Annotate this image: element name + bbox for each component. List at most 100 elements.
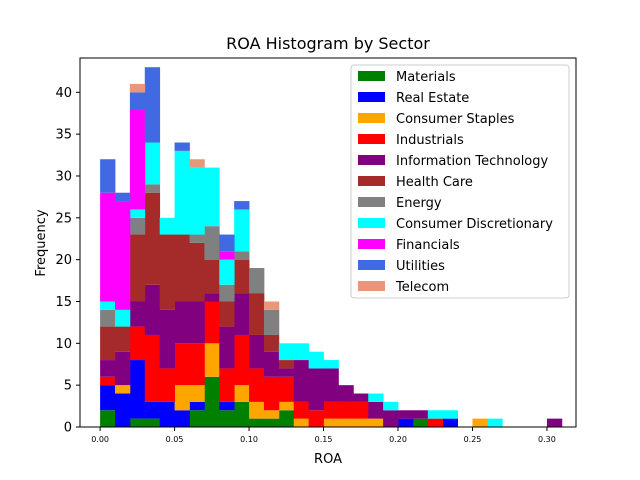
bar-telecom-bin-2 [129, 83, 146, 93]
bar-industrials-bin-13 [293, 401, 310, 419]
bar-health-care-bin-2 [129, 234, 146, 302]
bar-information-technology-bin-15 [323, 368, 339, 402]
bar-consumer-discretionary-bin-0 [100, 301, 116, 310]
y-tick-label: 20 [55, 253, 72, 268]
bar-industrials-bin-17 [353, 401, 369, 419]
legend-label-utilities: Utilities [396, 259, 445, 274]
bar-industrials-bin-9 [234, 334, 250, 386]
y-tick-label: 40 [55, 86, 72, 101]
bar-industrials-bin-14 [308, 410, 324, 427]
bar-industrials-bin-6 [189, 343, 205, 386]
bar-utilities-bin-2 [129, 92, 146, 110]
bar-industrials-bin-4 [159, 368, 175, 402]
bar-energy-bin-11 [263, 309, 280, 335]
bar-health-care-bin-12 [278, 360, 295, 369]
legend-label-telecom: Telecom [395, 280, 449, 295]
bar-consumer-discretionary-bin-4 [159, 217, 175, 235]
y-axis-label: Frequency [34, 209, 49, 276]
bar-materials-bin-0 [100, 410, 116, 427]
bar-consumer-discretionary-bin-5 [174, 150, 190, 235]
bar-energy-bin-0 [100, 309, 116, 327]
legend-swatch-energy [358, 197, 385, 207]
legend-label-consumer-staples: Consumer Staples [396, 112, 515, 127]
bar-health-care-bin-10 [249, 293, 265, 335]
y-tick-label: 10 [55, 337, 72, 352]
bar-consumer-discretionary-bin-7 [204, 167, 220, 227]
legend-swatch-information-technology [358, 155, 385, 165]
bar-information-technology-bin-20 [398, 410, 414, 419]
bar-consumer-discretionary-bin-8 [219, 259, 235, 285]
bar-materials-bin-12 [278, 410, 295, 427]
bar-information-technology-bin-17 [353, 393, 369, 402]
bar-materials-bin-9 [234, 401, 250, 427]
bar-industrials-bin-2 [129, 326, 146, 361]
bar-consumer-staples-bin-7 [204, 343, 220, 377]
bar-health-care-bin-9 [234, 259, 250, 294]
bar-consumer-discretionary-bin-6 [189, 167, 205, 235]
legend-label-industrials: Industrials [396, 133, 464, 148]
bar-consumer-staples-bin-13 [293, 418, 310, 427]
bar-information-technology-bin-14 [308, 368, 324, 411]
bar-real-estate-bin-23 [442, 418, 458, 427]
bar-consumer-staples-bin-25 [472, 418, 488, 427]
bar-utilities-bin-5 [174, 142, 190, 151]
bar-consumer-discretionary-bin-18 [368, 393, 384, 402]
bar-energy-bin-6 [189, 234, 205, 243]
bar-materials-bin-11 [263, 418, 280, 427]
bar-information-technology-bin-4 [159, 309, 175, 369]
x-tick-label: 0.10 [240, 435, 258, 444]
x-tick-label: 0.30 [538, 435, 556, 444]
bar-consumer-discretionary-bin-9 [234, 209, 250, 252]
legend-box [350, 64, 570, 299]
legend-swatch-industrials [358, 134, 385, 144]
chart-title: ROA Histogram by Sector [226, 34, 430, 53]
bar-health-care-bin-4 [159, 234, 175, 310]
bar-information-technology-bin-7 [204, 293, 220, 302]
legend-label-financials: Financials [396, 238, 460, 253]
plot-frame [79, 57, 577, 428]
y-tick-label: 35 [55, 128, 72, 143]
bar-information-technology-bin-18 [368, 401, 384, 419]
bar-telecom-bin-11 [263, 301, 280, 310]
bar-information-technology-bin-6 [189, 301, 205, 344]
bar-consumer-discretionary-bin-19 [383, 401, 399, 411]
bar-health-care-bin-6 [189, 242, 205, 302]
bar-materials-bin-8 [219, 410, 235, 427]
bar-information-technology-bin-16 [338, 385, 354, 402]
bar-energy-bin-8 [219, 284, 235, 302]
bar-health-care-bin-8 [219, 301, 235, 327]
bar-consumer-staples-bin-9 [234, 385, 250, 402]
bar-real-estate-bin-6 [189, 401, 205, 411]
bar-industrials-bin-8 [219, 368, 235, 402]
bar-real-estate-bin-5 [174, 410, 190, 427]
bar-consumer-staples-bin-15 [323, 418, 339, 427]
bar-information-technology-bin-9 [234, 293, 250, 335]
bar-telecom-bin-6 [189, 159, 205, 168]
bar-information-technology-bin-10 [249, 334, 265, 369]
bar-health-care-bin-0 [100, 326, 116, 361]
bar-consumer-staples-bin-18 [368, 418, 384, 427]
bar-real-estate-bin-20 [398, 418, 414, 427]
bar-utilities-bin-0 [100, 159, 116, 193]
bar-industrials-bin-7 [204, 301, 220, 344]
bar-utilities-bin-9 [234, 201, 250, 210]
bar-consumer-discretionary-bin-14 [308, 351, 324, 369]
bar-information-technology-bin-12 [278, 368, 295, 377]
bar-industrials-bin-11 [263, 376, 280, 411]
bar-industrials-bin-15 [323, 401, 339, 419]
bar-health-care-bin-3 [144, 192, 161, 285]
bars-group [100, 67, 563, 427]
bar-consumer-discretionary-bin-26 [487, 418, 503, 427]
y-tick-label: 30 [55, 169, 72, 184]
bar-real-estate-bin-1 [115, 393, 131, 427]
bar-real-estate-bin-0 [100, 385, 116, 411]
bar-consumer-discretionary-bin-22 [427, 410, 444, 419]
bar-industrials-bin-0 [100, 376, 116, 386]
bar-materials-bin-6 [189, 410, 205, 427]
bar-financials-bin-8 [219, 251, 235, 260]
legend-swatch-telecom [358, 281, 385, 291]
legend-swatch-health-care [358, 176, 385, 186]
bar-consumer-discretionary-bin-13 [293, 343, 310, 361]
legend-swatch-materials [358, 71, 385, 81]
